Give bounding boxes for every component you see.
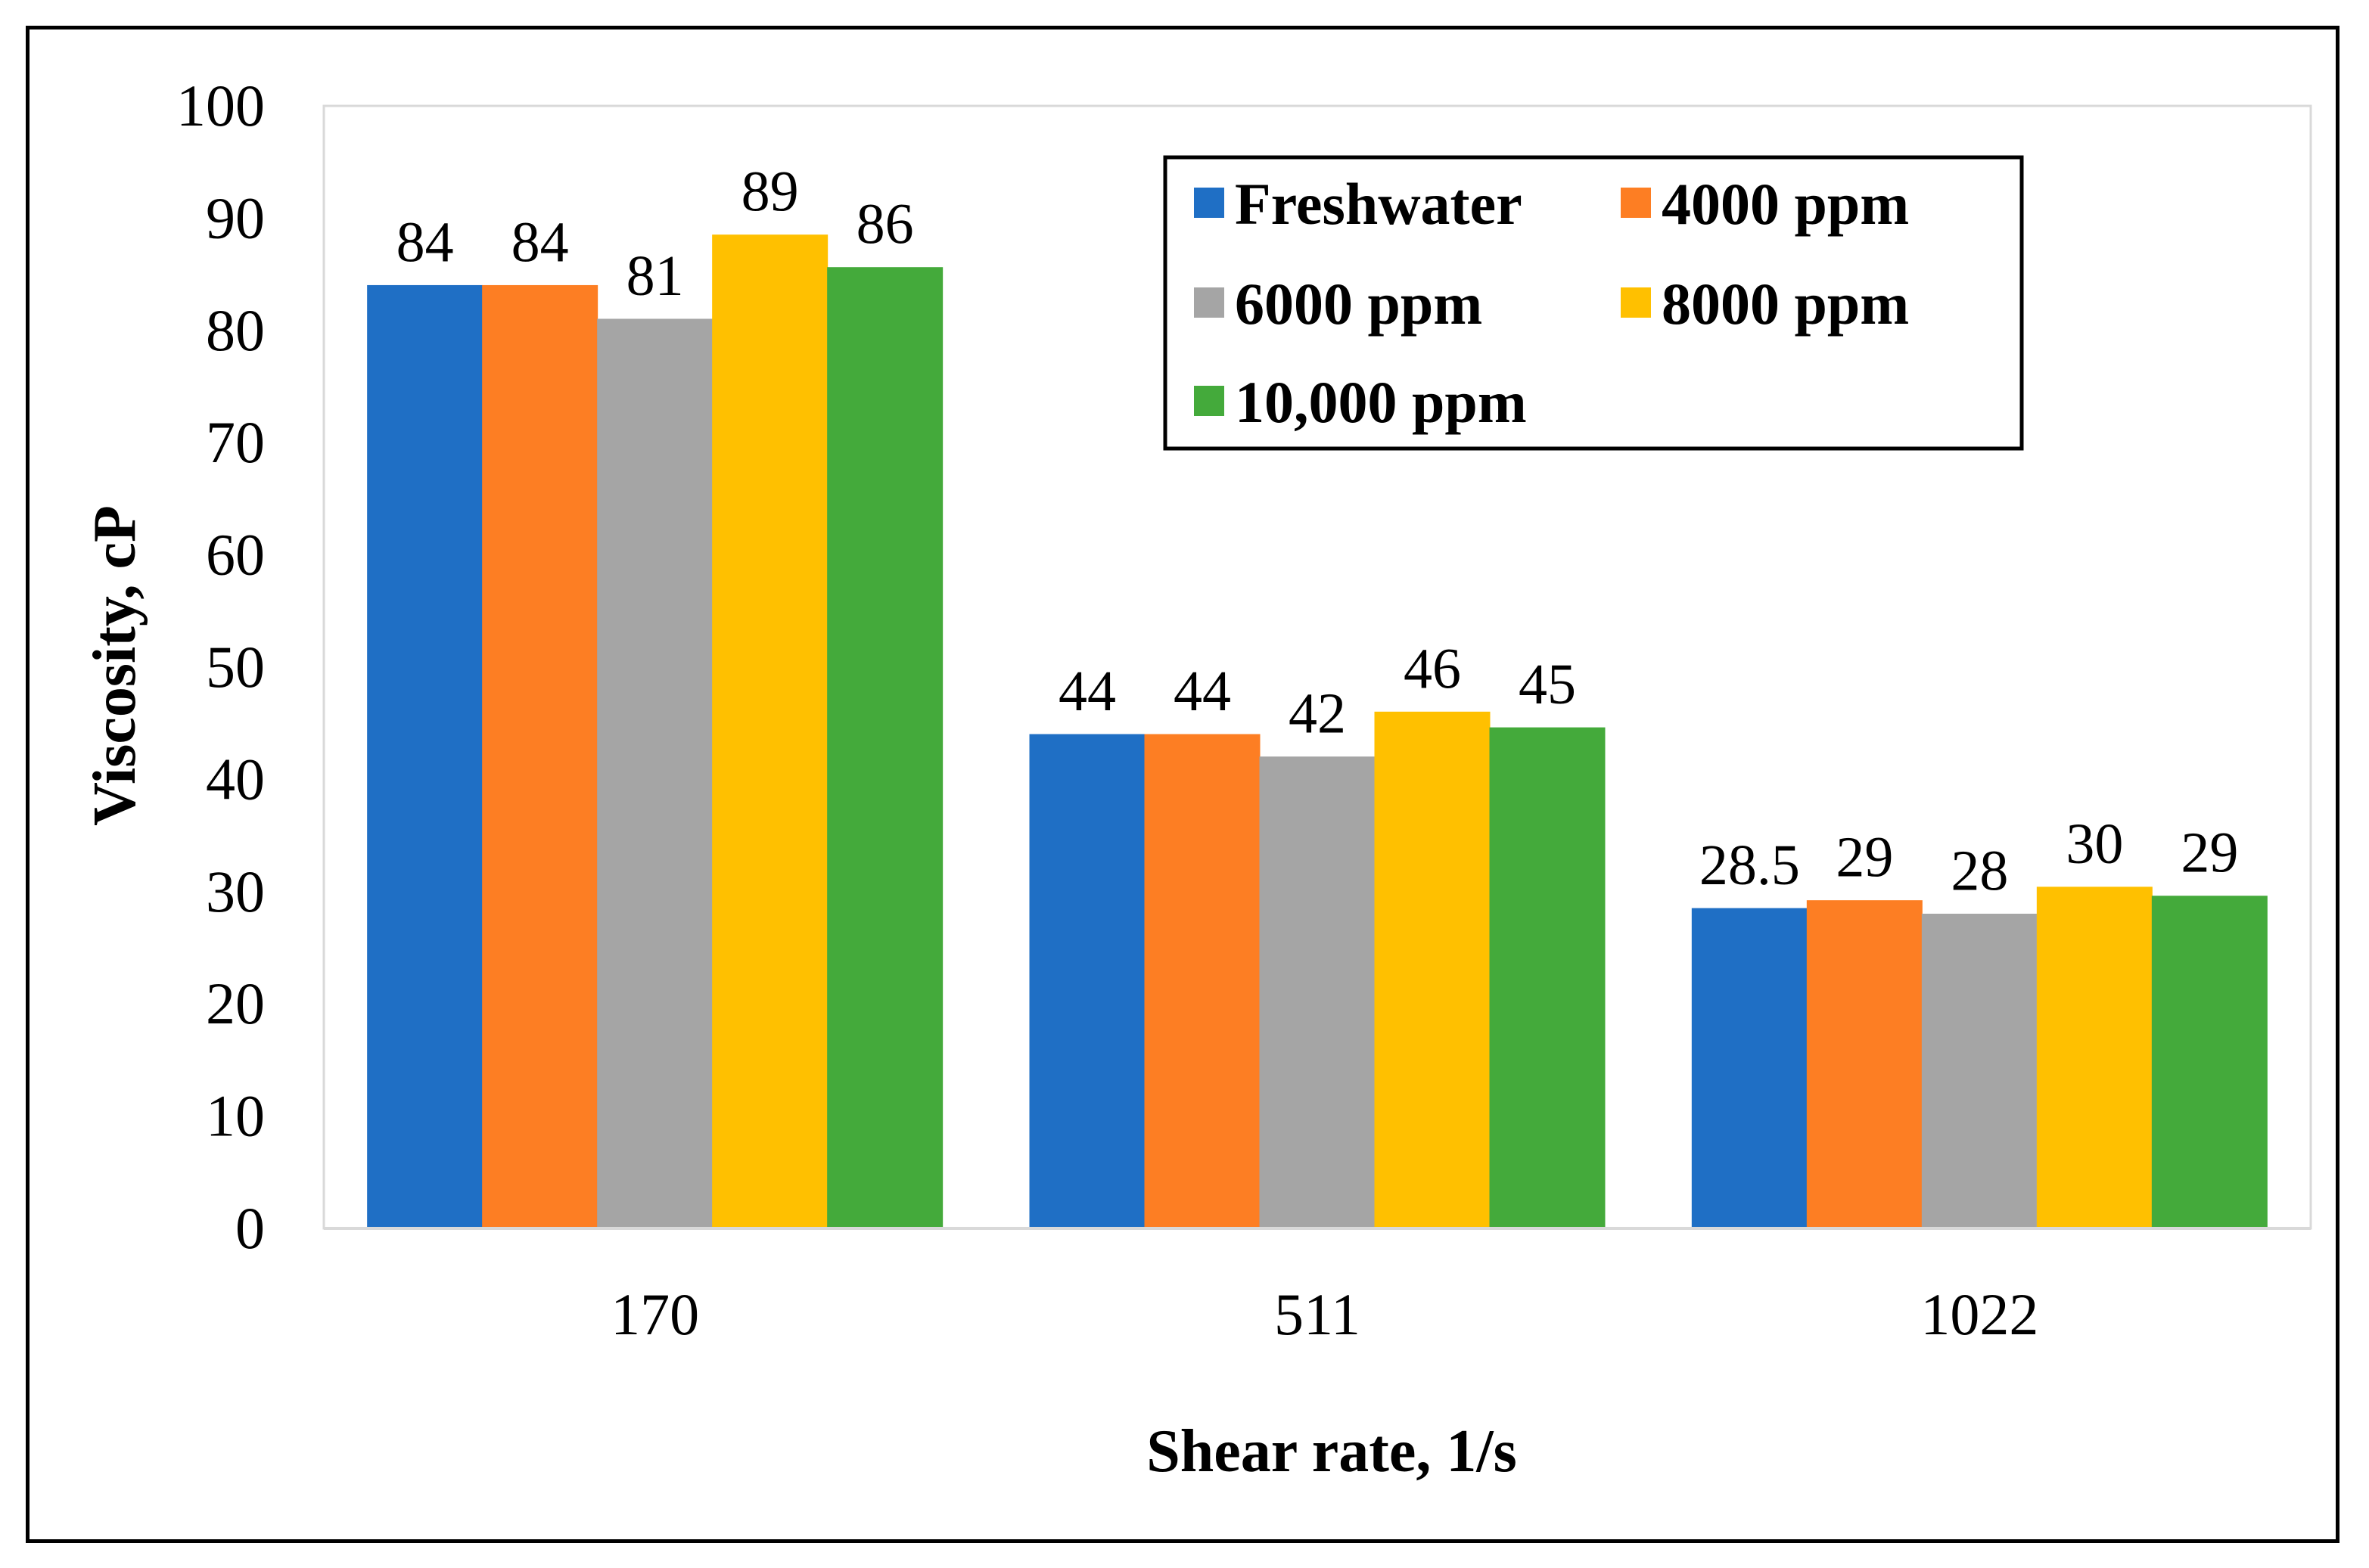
data-label: 84	[511, 210, 569, 274]
data-label: 30	[2066, 812, 2123, 876]
bar-freshwater-170	[367, 284, 483, 1229]
legend-label: 8000 ppm	[1662, 271, 1909, 337]
legend-swatch	[1194, 188, 1224, 218]
legend-swatch	[1194, 386, 1224, 416]
data-label: 42	[1289, 682, 1346, 746]
x-tick-label: 1022	[1920, 1281, 2038, 1347]
y-axis-ticks: 0 10 20 30 40 50 60 70 80 90 100	[176, 73, 265, 1261]
legend-box	[1163, 155, 2024, 451]
y-tick-label: 30	[206, 859, 265, 924]
bar-8000-ppm-511	[1374, 711, 1491, 1229]
bar-10-000-ppm-1022	[2151, 896, 2268, 1229]
legend-label: Freshwater	[1235, 171, 1522, 237]
x-axis-ticks: 170 511 1022	[611, 1281, 2038, 1347]
bar-8000-ppm-1022	[2036, 886, 2153, 1229]
bar-6000-ppm-1022	[1921, 913, 2038, 1229]
legend-label: 6000 ppm	[1235, 271, 1482, 337]
bar-4000-ppm-170	[482, 284, 598, 1229]
bars	[367, 234, 2268, 1229]
bar-freshwater-1022	[1691, 908, 1808, 1229]
data-label: 29	[2181, 821, 2238, 885]
y-tick-label: 50	[206, 634, 265, 700]
bar-4000-ppm-511	[1144, 734, 1261, 1229]
data-label: 28	[1951, 839, 2008, 902]
bar-10-000-ppm-511	[1489, 727, 1606, 1229]
data-label: 29	[1836, 826, 1893, 890]
bar-6000-ppm-511	[1259, 756, 1376, 1229]
y-tick-label: 70	[206, 409, 265, 475]
y-tick-label: 100	[176, 73, 265, 138]
y-tick-label: 60	[206, 522, 265, 588]
y-tick-label: 20	[206, 970, 265, 1036]
data-label: 86	[857, 193, 914, 256]
bar-freshwater-511	[1029, 734, 1146, 1229]
bar-8000-ppm-170	[712, 234, 829, 1229]
data-label: 81	[626, 244, 684, 308]
data-labels: 84 84 81 89 86 44 44 42 46 45 28.5 29 28 30 29	[396, 160, 2239, 903]
data-label: 84	[396, 210, 454, 274]
data-label: 46	[1404, 637, 1461, 700]
legend-swatch	[1621, 188, 1651, 218]
legend-swatch	[1621, 287, 1651, 318]
legend: Freshwater 4000 ppm 6000 ppm 8000 ppm 10,000…	[1163, 155, 2024, 451]
data-label: 45	[1519, 653, 1576, 716]
bar-4000-ppm-1022	[1806, 900, 1923, 1229]
x-tick-label: 170	[611, 1281, 699, 1347]
legend-label: 4000 ppm	[1662, 171, 1909, 237]
y-tick-label: 10	[206, 1083, 265, 1149]
data-label: 28.5	[1699, 834, 1800, 897]
y-tick-label: 0	[235, 1195, 265, 1261]
legend-swatch	[1194, 287, 1224, 318]
y-tick-label: 80	[206, 297, 265, 363]
x-axis-title: Shear rate, 1/s	[1146, 1418, 1517, 1485]
data-label: 89	[741, 160, 799, 224]
x-tick-label: 511	[1274, 1281, 1360, 1347]
legend-label: 10,000 ppm	[1235, 369, 1527, 435]
bar-10-000-ppm-170	[827, 267, 944, 1229]
bar-6000-ppm-170	[597, 318, 713, 1229]
y-tick-label: 40	[206, 746, 265, 812]
y-axis-title: Viscosity, cP	[82, 505, 148, 826]
y-tick-label: 90	[206, 185, 265, 250]
data-label: 44	[1174, 660, 1231, 723]
data-label: 44	[1059, 660, 1116, 723]
